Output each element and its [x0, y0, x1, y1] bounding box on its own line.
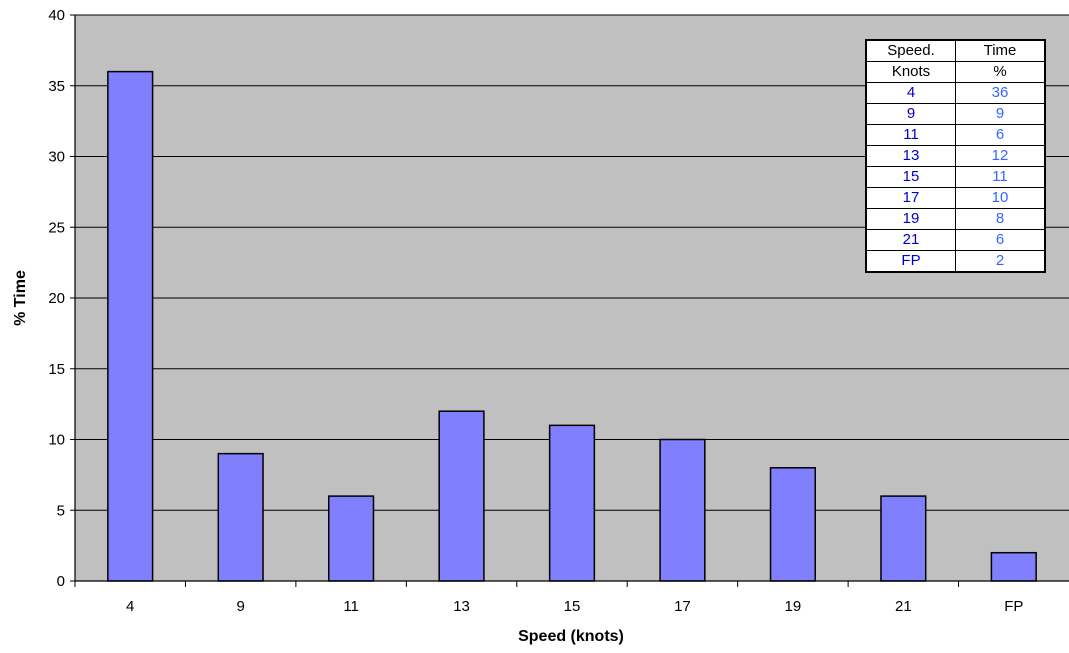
- x-tick-labels: 4 9 11 13 15 17 19 21 FP: [126, 598, 1023, 615]
- y-tick-labels: 0 5 10 15 20 25 30 35 40: [48, 7, 65, 590]
- table-cell-speed: Knots: [865, 61, 956, 83]
- y-tick-label: 25: [48, 219, 65, 236]
- table-cell-time: 36: [955, 82, 1046, 104]
- y-tick-label: 35: [48, 78, 65, 95]
- bar-11: [327, 495, 375, 582]
- table-cell-speed: 17: [865, 187, 956, 209]
- table-row: 15 11: [865, 166, 1046, 188]
- bar-17: [659, 438, 706, 582]
- x-tick-label: 17: [674, 598, 691, 615]
- table-cell-speed: 11: [865, 124, 956, 146]
- table-row: 4 36: [865, 82, 1046, 104]
- data-table-body: Speed. Time Knots% 4 36 9 9 11 6 13 12 15 11 17 10 19 8 2…: [865, 39, 1046, 273]
- table-cell-time: 10: [955, 187, 1046, 209]
- table-cell-speed: FP: [865, 250, 956, 273]
- table-row: FP 2: [865, 250, 1046, 273]
- table-cell-speed: 9: [865, 103, 956, 125]
- table-cell-speed: 15: [865, 166, 956, 188]
- y-tick-label: 5: [57, 502, 65, 519]
- axes: [70, 14, 1069, 587]
- x-tick-label: FP: [1004, 598, 1023, 615]
- x-tick-label: 11: [343, 598, 359, 615]
- data-table: Speed. Time Knots% 4 36 9 9 11 6 13 12 15 11 17 10 19 8 2…: [865, 39, 1046, 273]
- x-tick-label: 19: [785, 598, 802, 615]
- table-cell-time: %: [955, 61, 1046, 83]
- table-cell-time: 12: [955, 145, 1046, 167]
- bar-9: [217, 452, 264, 582]
- table-cell-time: 6: [955, 124, 1046, 146]
- table-row: 13 12: [865, 145, 1046, 167]
- table-cell-speed: Speed.: [865, 39, 956, 62]
- x-tick-label: 4: [126, 598, 134, 615]
- table-cell-speed: 4: [865, 82, 956, 104]
- table-row: 21 6: [865, 229, 1046, 251]
- bar-FP: [990, 551, 1037, 582]
- table-cell-time: 8: [955, 208, 1046, 230]
- table-header-row: Speed. Time: [865, 39, 1046, 62]
- table-row: 17 10: [865, 187, 1046, 209]
- bar-21: [880, 495, 927, 582]
- table-cell-time: 6: [955, 229, 1046, 251]
- table-header-row: Knots%: [865, 61, 1046, 83]
- x-tick-label: 9: [236, 598, 244, 615]
- bars: [107, 70, 1037, 582]
- table-cell-time: 2: [955, 250, 1046, 273]
- table-row: 19 8: [865, 208, 1046, 230]
- bar-19: [769, 467, 817, 582]
- table-cell-time: 9: [955, 103, 1046, 125]
- y-tick-label: 40: [48, 7, 65, 24]
- table-cell-speed: 19: [865, 208, 956, 230]
- x-tick-label: 21: [895, 598, 912, 615]
- table-cell-speed: 13: [865, 145, 956, 167]
- x-tick-label: 15: [564, 598, 581, 615]
- y-tick-label: 15: [48, 361, 65, 378]
- bar-13: [438, 410, 485, 582]
- table-cell-time: Time: [955, 39, 1046, 62]
- x-tick-label: 13: [453, 598, 470, 615]
- table-cell-speed: 21: [865, 229, 956, 251]
- y-tick-label: 30: [48, 149, 65, 166]
- table-cell-time: 11: [955, 166, 1046, 188]
- y-tick-label: 20: [48, 290, 65, 307]
- table-row: 11 6: [865, 124, 1046, 146]
- y-tick-label: 0: [57, 573, 65, 590]
- y-axis-title: % Time: [12, 270, 29, 326]
- bar-4: [107, 70, 154, 582]
- x-axis-title: Speed (knots): [518, 628, 624, 645]
- y-tick-label: 10: [48, 432, 65, 449]
- bar-15: [548, 424, 596, 582]
